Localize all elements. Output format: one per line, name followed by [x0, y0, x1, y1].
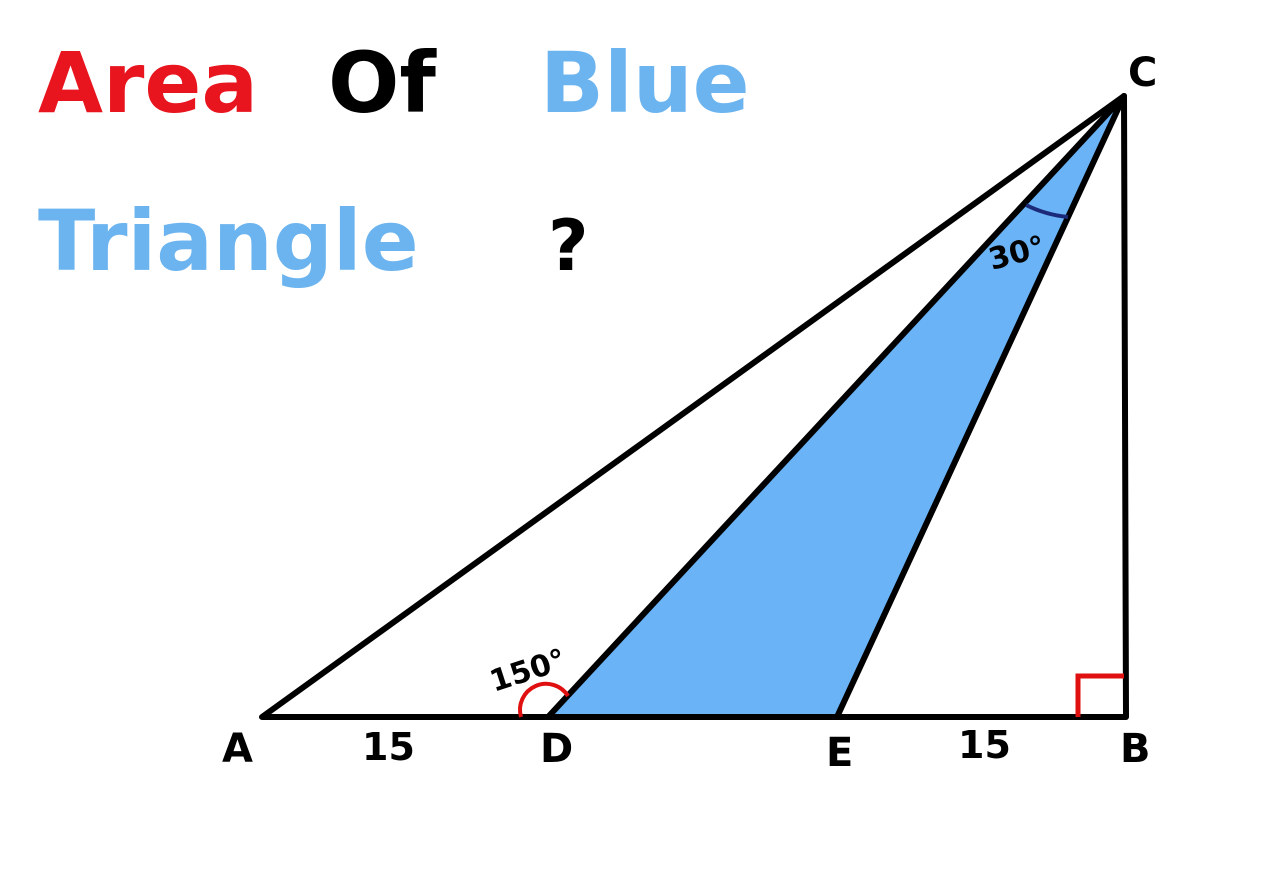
point-label-d: D [540, 726, 573, 772]
title-word-area: Area [38, 34, 258, 132]
point-label-b: B [1120, 726, 1151, 772]
segment-ce [834, 93, 1127, 720]
title-word-blue: Blue [540, 34, 750, 132]
title-word-of: Of [328, 34, 437, 132]
segment-ad-length: 15 [362, 725, 415, 769]
segment-eb-length: 15 [958, 723, 1011, 767]
point-label-e: E [826, 730, 853, 776]
angle-30-arc [1025, 203, 1069, 219]
title-question-mark: ? [548, 205, 589, 287]
triangle-abc [259, 93, 1129, 720]
point-label-c: C [1128, 50, 1157, 96]
point-label-a: A [222, 726, 253, 772]
title-word-triangle: Triangle [38, 192, 419, 290]
segment-cd [545, 93, 1127, 720]
right-angle-marker [1075, 673, 1124, 717]
angle-150-arc [518, 681, 570, 718]
